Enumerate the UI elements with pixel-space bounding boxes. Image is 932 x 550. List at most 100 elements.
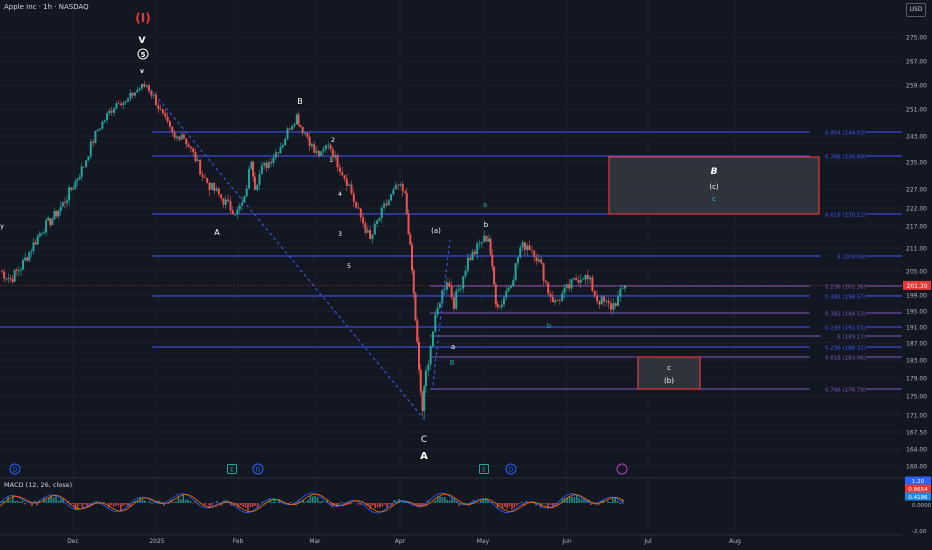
macd-histogram-bar <box>612 498 614 503</box>
candle-body <box>376 220 379 225</box>
candle-body <box>619 288 622 297</box>
macd-histogram-bar <box>396 502 398 503</box>
candle-body <box>208 182 211 190</box>
wave-label: B <box>297 97 303 106</box>
macd-histogram-bar <box>38 500 40 503</box>
macd-histogram-bar <box>52 497 55 503</box>
candle-body <box>5 278 8 280</box>
candle-body <box>40 233 43 234</box>
macd-histogram-bar <box>290 501 292 503</box>
macd-histogram-bar <box>388 503 391 505</box>
candle-body <box>78 176 81 180</box>
macd-histogram-bar <box>403 500 405 503</box>
macd-value-tag <box>905 492 931 501</box>
candle-body <box>327 144 330 146</box>
macd-axis-label: 0.0000 <box>912 503 932 509</box>
candle-body <box>568 284 571 289</box>
candle-body <box>554 300 557 303</box>
projection-path <box>432 239 451 386</box>
wave-label: (I) <box>135 11 150 25</box>
candle-body <box>500 304 503 308</box>
wave-label: 5 <box>141 51 146 59</box>
fib-label: 0.382 (198.57) <box>825 295 866 301</box>
candle-body <box>7 278 10 279</box>
y-tick-label: 195.00 <box>906 309 927 316</box>
wave-circle <box>137 48 149 60</box>
candle-body <box>89 141 92 157</box>
candle-body <box>13 269 16 282</box>
macd-histogram-bar <box>576 495 578 503</box>
macd-histogram-bar <box>348 503 350 505</box>
candle-body <box>320 151 323 156</box>
fib-label: 0.382 (194.53) <box>825 312 866 318</box>
fib-label: .5 (209.08) <box>835 255 866 261</box>
macd-histogram-bar <box>33 500 36 503</box>
candle-body <box>30 251 33 252</box>
macd-histogram-bar <box>376 503 379 508</box>
macd-histogram-bar <box>607 501 609 503</box>
macd-histogram-bar <box>120 503 122 511</box>
macd-histogram-bar <box>280 500 283 503</box>
currency-badge[interactable]: USD <box>906 3 926 17</box>
y-tick-label: 191.00 <box>906 325 927 332</box>
candle-body <box>213 182 216 191</box>
candle-body <box>150 91 153 96</box>
y-tick-label: 164.00 <box>906 447 927 454</box>
macd-histogram-bar <box>252 503 254 508</box>
macd-histogram-bar <box>211 503 213 506</box>
macd-histogram-bar <box>540 503 542 508</box>
macd-histogram-bar <box>129 503 132 506</box>
candle-body <box>455 290 458 309</box>
macd-histogram-bar <box>518 503 520 504</box>
macd-histogram-bar <box>225 499 228 503</box>
macd-histogram-bar <box>160 501 163 503</box>
candle-body <box>194 152 197 162</box>
candle-body <box>180 134 183 140</box>
candle-body <box>274 152 277 158</box>
macd-value-tag <box>905 476 931 485</box>
candle-body <box>74 181 77 189</box>
candle-body <box>68 187 71 201</box>
box-label: (c) <box>709 183 719 191</box>
event-marker-label: E <box>230 467 234 474</box>
candle-body <box>145 85 148 87</box>
candle-body <box>293 124 296 126</box>
candle-body <box>175 136 178 138</box>
candle-body <box>201 174 204 177</box>
macd-histogram-bar <box>508 503 511 507</box>
macd-histogram-bar <box>444 497 446 503</box>
candle-body <box>87 156 90 161</box>
candle-body <box>19 269 22 271</box>
wave-label: V <box>139 36 146 46</box>
candle-body <box>526 245 529 250</box>
macd-histogram-bar <box>453 498 456 503</box>
fib-label-bg <box>809 282 866 290</box>
candle-body <box>28 251 31 261</box>
wave-label: 2 <box>331 137 335 144</box>
candle-body <box>66 200 69 203</box>
macd-histogram-bar <box>184 499 187 503</box>
macd-histogram-bar <box>273 498 276 503</box>
macd-histogram-bar <box>316 497 319 503</box>
macd-histogram-bar <box>367 503 369 507</box>
candle-body <box>436 307 439 315</box>
y-tick-label: 167.50 <box>906 430 927 437</box>
candle-body <box>306 132 309 137</box>
macd-histogram-bar <box>213 502 216 503</box>
wave-label: b <box>484 221 489 229</box>
candle-body <box>584 274 587 280</box>
y-tick-label: 275.00 <box>906 35 927 42</box>
macd-histogram-bar <box>338 503 340 505</box>
x-tick-label: May <box>477 538 490 545</box>
target-box-upper <box>608 156 820 215</box>
candle-body <box>493 266 496 285</box>
candle-body <box>373 224 376 235</box>
macd-histogram-bar <box>168 503 170 504</box>
candle-body <box>199 159 202 175</box>
y-tick-label: 175.00 <box>906 394 927 401</box>
candle-body <box>452 297 455 309</box>
candle-body <box>612 303 615 310</box>
candle-body <box>331 149 334 158</box>
y-tick-label: 160.00 <box>906 464 927 471</box>
